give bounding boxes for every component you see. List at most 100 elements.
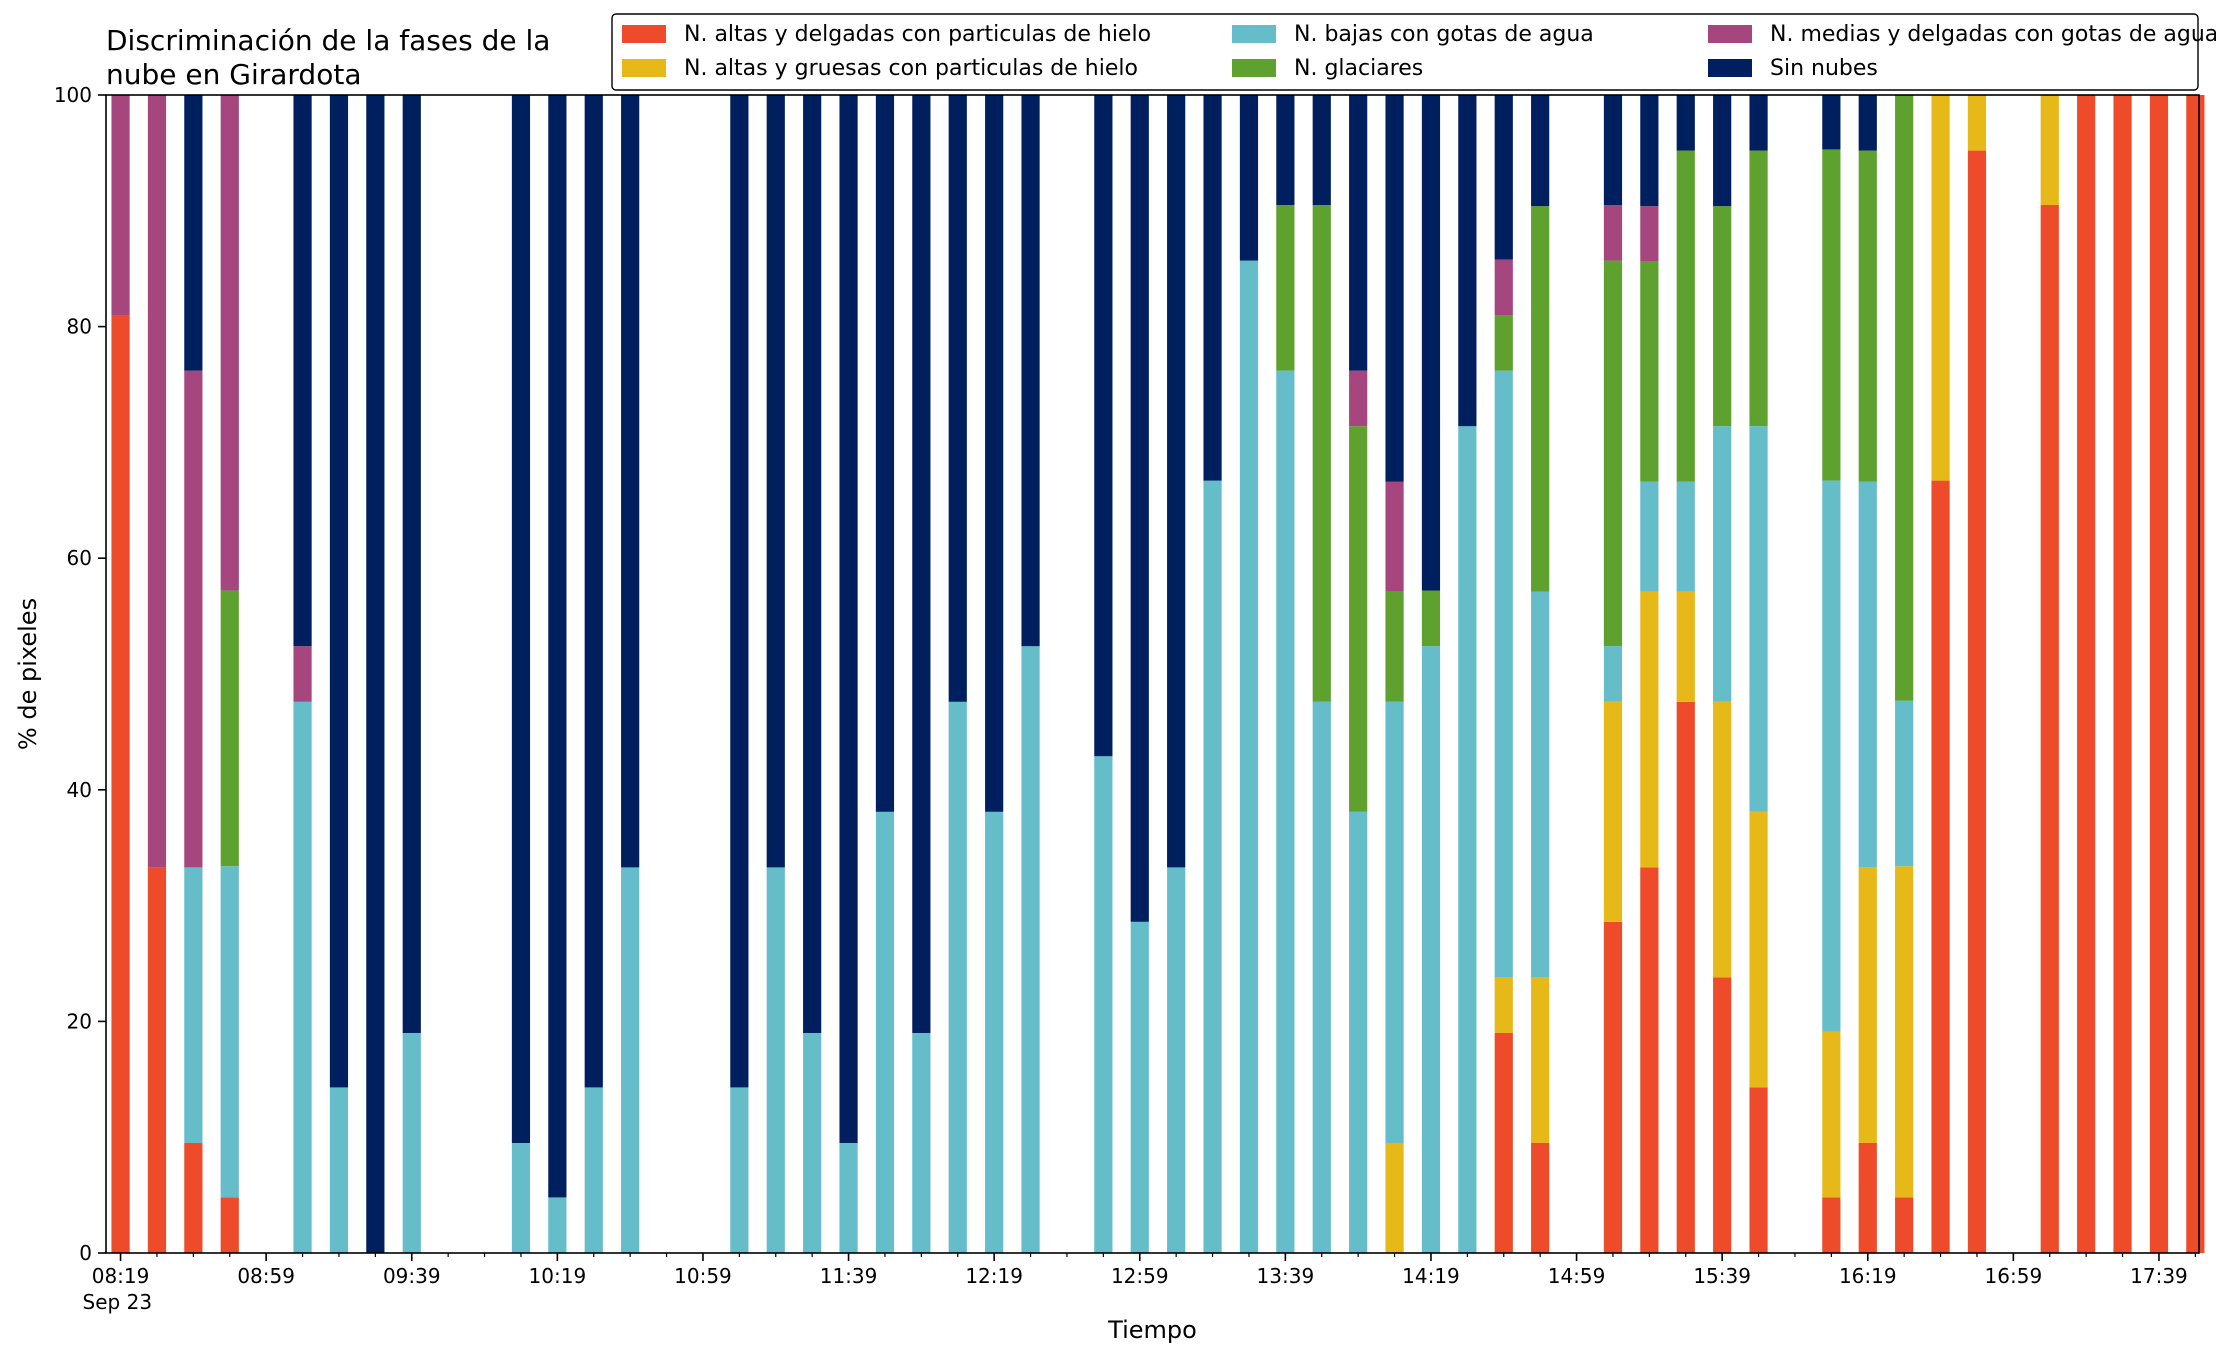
bar-segment-17-5 bbox=[912, 95, 931, 1033]
bar-segment-29-2 bbox=[1385, 701, 1404, 1143]
x-tick-label-8: 13:39 bbox=[1257, 1264, 1315, 1288]
bar-segment-8-5 bbox=[511, 95, 531, 1143]
bar-segment-2-2 bbox=[184, 867, 203, 1143]
bar-segment-35-2 bbox=[1640, 481, 1659, 592]
bar-segment-33-1 bbox=[1531, 977, 1550, 1143]
bar-segment-3-4 bbox=[220, 95, 239, 591]
legend-label-1: N. altas y gruesas con particulas de hie… bbox=[684, 56, 1138, 81]
chart-title-line-2: nube en Girardota bbox=[106, 58, 361, 91]
bar-segment-7-5 bbox=[402, 95, 421, 1033]
y-axis: 0 20 40 60 80 100 bbox=[54, 83, 106, 1265]
legend-label-3: N. glaciares bbox=[1294, 56, 1423, 81]
bar-segment-40-0 bbox=[1858, 1142, 1877, 1253]
bar-segment-24-2 bbox=[1203, 480, 1222, 1253]
x-tick-label-4: 10:59 bbox=[674, 1264, 732, 1288]
bar-segment-3-0 bbox=[220, 1197, 239, 1253]
bar-segment-5-2 bbox=[329, 1087, 349, 1253]
x-tick-label-1: 08:59 bbox=[237, 1264, 295, 1288]
bar-segment-32-2 bbox=[1494, 370, 1513, 978]
bar-segment-36-3 bbox=[1676, 150, 1695, 482]
bar-segment-32-5 bbox=[1494, 95, 1513, 260]
bar-segment-26-5 bbox=[1276, 95, 1295, 206]
bar-segment-27-3 bbox=[1312, 205, 1331, 702]
bar-segment-35-1 bbox=[1640, 591, 1659, 868]
bar-segment-35-0 bbox=[1640, 867, 1659, 1253]
bar-segment-26-2 bbox=[1276, 370, 1295, 1254]
bar-segment-18-2 bbox=[948, 701, 967, 1253]
bar-segment-14-5 bbox=[803, 95, 822, 1033]
bar-segment-40-5 bbox=[1858, 95, 1877, 151]
bar-segment-2-5 bbox=[184, 95, 203, 371]
bar-segment-42-0 bbox=[1931, 480, 1950, 1253]
bar-segment-19-2 bbox=[985, 811, 1004, 1253]
legend-label-5: Sin nubes bbox=[1770, 56, 1878, 81]
bar-segment-31-5 bbox=[1458, 95, 1477, 427]
y-tick-label-0: 0 bbox=[79, 1241, 92, 1265]
bar-segment-13-5 bbox=[766, 95, 785, 868]
bar-segment-45-0 bbox=[2077, 95, 2096, 1253]
x-axis: 08:19 08:59 09:39 10:19 10:59 11:39 12:19 12:59… bbox=[92, 1253, 2196, 1288]
bar-segment-33-0 bbox=[1531, 1142, 1550, 1253]
legend-swatch-2 bbox=[1232, 25, 1276, 43]
bar-segment-38-0 bbox=[1749, 1087, 1768, 1253]
bar-segment-33-3 bbox=[1531, 206, 1550, 592]
bar-segment-40-2 bbox=[1858, 481, 1877, 868]
x-axis-date-label: Sep 23 bbox=[83, 1290, 153, 1314]
bar-segment-41-0 bbox=[1895, 1197, 1914, 1253]
bar-segment-26-3 bbox=[1276, 205, 1295, 371]
bars-group bbox=[111, 95, 2205, 1254]
bar-segment-37-0 bbox=[1713, 977, 1732, 1253]
bar-segment-34-4 bbox=[1603, 205, 1623, 261]
bar-segment-41-3 bbox=[1895, 95, 1914, 701]
legend: N. altas y delgadas con particulas de hi… bbox=[611, 13, 2216, 91]
bar-segment-25-5 bbox=[1239, 95, 1259, 261]
bar-segment-30-2 bbox=[1421, 646, 1441, 1253]
bar-segment-37-2 bbox=[1713, 426, 1732, 702]
bar-segment-18-5 bbox=[948, 95, 967, 702]
x-tick-label-2: 09:39 bbox=[383, 1264, 441, 1288]
bar-segment-29-1 bbox=[1385, 1142, 1404, 1253]
bar-segment-12-5 bbox=[730, 95, 749, 1088]
x-tick-label-0: 08:19 bbox=[92, 1264, 150, 1288]
bar-segment-4-5 bbox=[293, 95, 312, 647]
bar-segment-39-3 bbox=[1822, 149, 1841, 481]
bar-segment-35-5 bbox=[1640, 95, 1659, 207]
bar-segment-0-0 bbox=[111, 315, 130, 1253]
bar-segment-42-1 bbox=[1931, 95, 1950, 481]
x-tick-label-6: 12:19 bbox=[965, 1264, 1023, 1288]
chart-title-line-1: Discriminación de la fases de la bbox=[106, 24, 550, 57]
bar-segment-36-2 bbox=[1676, 481, 1695, 592]
bar-segment-17-2 bbox=[912, 1032, 931, 1253]
bar-segment-22-5 bbox=[1130, 95, 1149, 922]
bar-segment-38-2 bbox=[1749, 426, 1768, 812]
bar-segment-8-2 bbox=[511, 1142, 531, 1253]
bar-segment-36-0 bbox=[1676, 701, 1695, 1253]
bar-segment-22-2 bbox=[1130, 921, 1149, 1253]
bar-segment-10-2 bbox=[584, 1087, 603, 1253]
bar-segment-35-4 bbox=[1640, 206, 1659, 262]
x-tick-label-5: 11:39 bbox=[820, 1264, 878, 1288]
legend-swatch-4 bbox=[1708, 25, 1752, 43]
legend-frame bbox=[611, 13, 2199, 91]
bar-segment-28-4 bbox=[1349, 370, 1368, 427]
bar-segment-32-0 bbox=[1494, 1032, 1513, 1253]
bar-segment-43-0 bbox=[1967, 150, 1987, 1254]
bar-segment-44-1 bbox=[2040, 95, 2059, 206]
bar-segment-20-5 bbox=[1021, 95, 1040, 647]
bar-segment-19-5 bbox=[985, 95, 1004, 812]
bar-segment-24-5 bbox=[1203, 95, 1222, 481]
x-tick-label-7: 12:59 bbox=[1111, 1264, 1169, 1288]
bar-segment-34-3 bbox=[1603, 260, 1623, 647]
bar-segment-41-2 bbox=[1895, 700, 1914, 867]
x-tick-label-9: 14:19 bbox=[1402, 1264, 1460, 1288]
bar-segment-5-5 bbox=[329, 95, 349, 1088]
bar-segment-39-5 bbox=[1822, 95, 1841, 150]
bar-segment-1-0 bbox=[147, 867, 167, 1253]
bar-segment-10-5 bbox=[584, 95, 603, 1088]
legend-label-2: N. bajas con gotas de agua bbox=[1294, 22, 1594, 47]
bar-segment-33-5 bbox=[1531, 95, 1550, 207]
bar-segment-29-4 bbox=[1385, 481, 1404, 592]
bar-segment-9-5 bbox=[548, 95, 567, 1198]
legend-swatch-0 bbox=[622, 25, 666, 43]
